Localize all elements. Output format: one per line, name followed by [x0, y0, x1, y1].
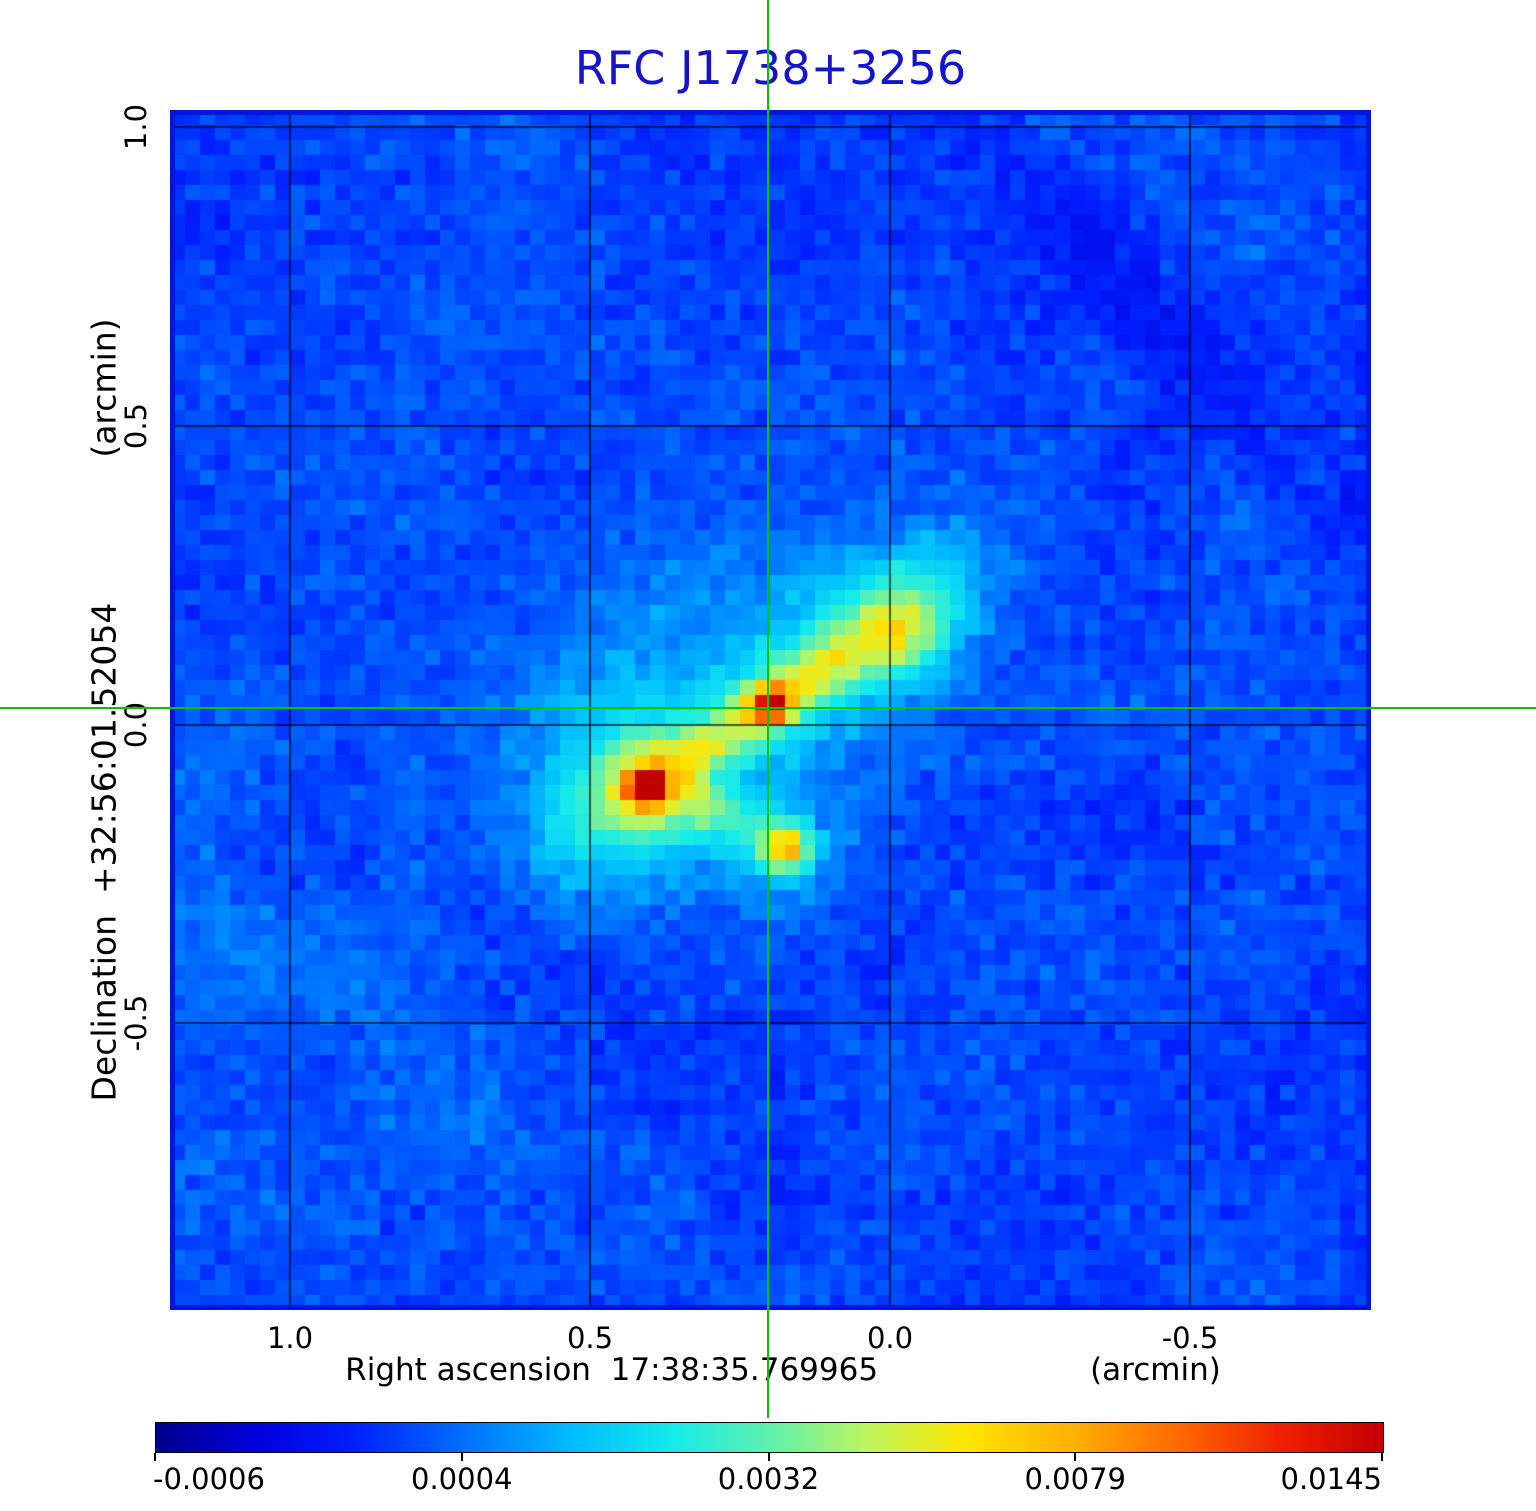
crosshair-horizontal-line	[0, 707, 1536, 709]
radio-map-canvas	[170, 110, 1371, 1310]
crosshair-vertical-line	[767, 0, 769, 1418]
x-axis-label-main: Right ascension 17:38:35.769965	[345, 1352, 879, 1388]
y-axis-label-main: Declination +32:56:01.52054	[84, 602, 124, 1102]
colorbar-tick	[154, 1453, 156, 1461]
colorbar-tick	[1074, 1453, 1077, 1461]
x-tick-label: 1.0	[266, 1321, 314, 1355]
colorbar-tick-label: 0.0145	[1280, 1462, 1382, 1496]
y-tick-label: 0.5	[119, 402, 153, 450]
colorbar	[155, 1422, 1384, 1453]
y-tick-label: 1.0	[119, 103, 153, 151]
x-tick-label: 0.0	[866, 1321, 914, 1355]
colorbar-tick	[1381, 1453, 1383, 1461]
y-axis-unit-label: (arcmin)	[84, 318, 124, 458]
x-axis-label: Right ascension 17:38:35.769965 (arcmin)	[345, 1352, 1221, 1388]
colorbar-tick-label: 0.0004	[411, 1462, 513, 1496]
x-tick-label: -0.5	[1161, 1321, 1219, 1355]
page-title: RFC J1738+3256	[574, 41, 967, 95]
y-tick-label: -0.5	[119, 994, 153, 1052]
x-axis-unit-label: (arcmin)	[1090, 1352, 1221, 1388]
colorbar-tick-label: 0.0032	[717, 1462, 820, 1496]
y-axis-label: Declination +32:56:01.52054 (arcmin)	[85, 318, 124, 1101]
x-tick-label: 0.5	[566, 1321, 614, 1355]
colorbar-tick	[460, 1453, 463, 1461]
colorbar-tick	[767, 1453, 770, 1461]
colorbar-tick-label: -0.0006	[153, 1462, 265, 1496]
colorbar-tick-label: 0.0079	[1024, 1462, 1126, 1496]
